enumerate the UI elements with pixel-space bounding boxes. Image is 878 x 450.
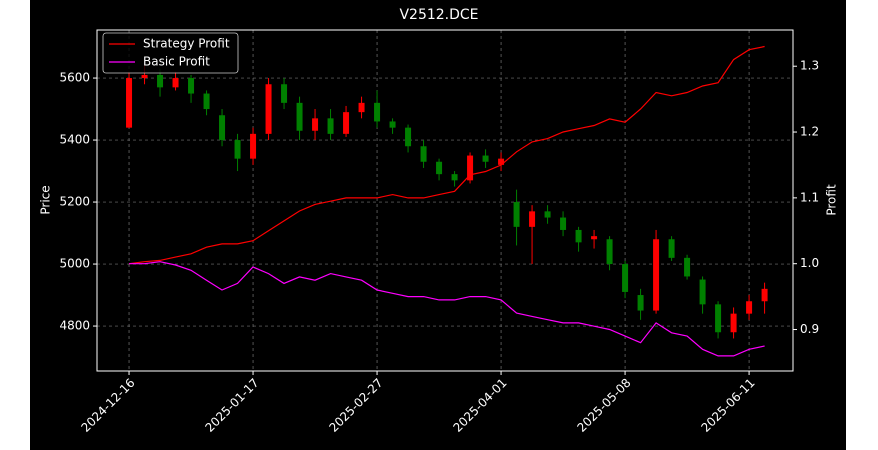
candle-body bbox=[575, 229, 582, 243]
candle-body bbox=[482, 155, 489, 162]
candle-body bbox=[436, 161, 443, 175]
candle-body bbox=[250, 133, 257, 159]
candle-body bbox=[498, 158, 505, 165]
y-tick-label: 4800 bbox=[59, 319, 90, 333]
candle-body bbox=[451, 174, 458, 181]
figure-background bbox=[30, 0, 846, 450]
candle-body bbox=[420, 146, 427, 162]
candle-body bbox=[637, 295, 644, 311]
candle-body bbox=[141, 74, 148, 79]
candle-body bbox=[327, 118, 334, 134]
candle-body bbox=[405, 127, 412, 147]
profit-line bbox=[129, 261, 765, 357]
y-axis-label: Price bbox=[39, 185, 53, 214]
chart-title: V2512.DCE bbox=[399, 7, 478, 23]
y2-tick-label: 0.9 bbox=[800, 322, 819, 336]
candle-body bbox=[761, 288, 768, 302]
legend-box bbox=[102, 32, 239, 74]
candle-body bbox=[715, 304, 722, 333]
y2-tick-label: 1.0 bbox=[800, 256, 819, 270]
candle-body bbox=[358, 102, 365, 113]
candle-body bbox=[281, 84, 288, 103]
candle-body bbox=[203, 93, 210, 110]
y2-axis-label: Profit bbox=[825, 184, 839, 216]
candle-body bbox=[668, 239, 675, 258]
candle-body bbox=[467, 155, 474, 181]
candle-body bbox=[157, 74, 164, 88]
y2-tick-label: 1.2 bbox=[800, 125, 819, 139]
candle-body bbox=[560, 217, 567, 230]
candle-body bbox=[172, 78, 179, 88]
legend-label: Strategy Profit bbox=[143, 37, 230, 51]
legend-label: Basic Profit bbox=[143, 55, 210, 69]
candle-body bbox=[544, 211, 551, 218]
candle-body bbox=[622, 264, 629, 292]
candle-body bbox=[606, 239, 613, 265]
candle-body bbox=[513, 202, 520, 227]
candle-body bbox=[343, 112, 350, 134]
candle-body bbox=[312, 118, 319, 131]
y2-tick-label: 1.3 bbox=[800, 59, 819, 73]
candle-body bbox=[591, 236, 598, 240]
candle-body bbox=[746, 301, 753, 314]
y-tick-label: 5200 bbox=[59, 195, 90, 209]
candle-body bbox=[730, 313, 737, 333]
candle-body bbox=[699, 279, 706, 305]
candle-body bbox=[126, 78, 133, 128]
y-tick-label: 5000 bbox=[59, 257, 90, 271]
candle-body bbox=[296, 102, 303, 131]
profit-line bbox=[128, 45, 765, 265]
candle-body bbox=[529, 211, 536, 227]
y-tick-label: 5600 bbox=[59, 71, 90, 85]
candle-body bbox=[265, 84, 272, 134]
candle-body bbox=[219, 115, 226, 141]
candle-body bbox=[234, 140, 241, 159]
y2-tick-label: 1.1 bbox=[800, 190, 819, 204]
y-tick-label: 5400 bbox=[59, 133, 90, 147]
plot-frame bbox=[96, 29, 794, 372]
candle-body bbox=[684, 257, 691, 277]
candle-body bbox=[188, 78, 195, 94]
candle-body bbox=[389, 121, 396, 128]
candle-body bbox=[653, 239, 660, 311]
candle-body bbox=[374, 102, 381, 122]
